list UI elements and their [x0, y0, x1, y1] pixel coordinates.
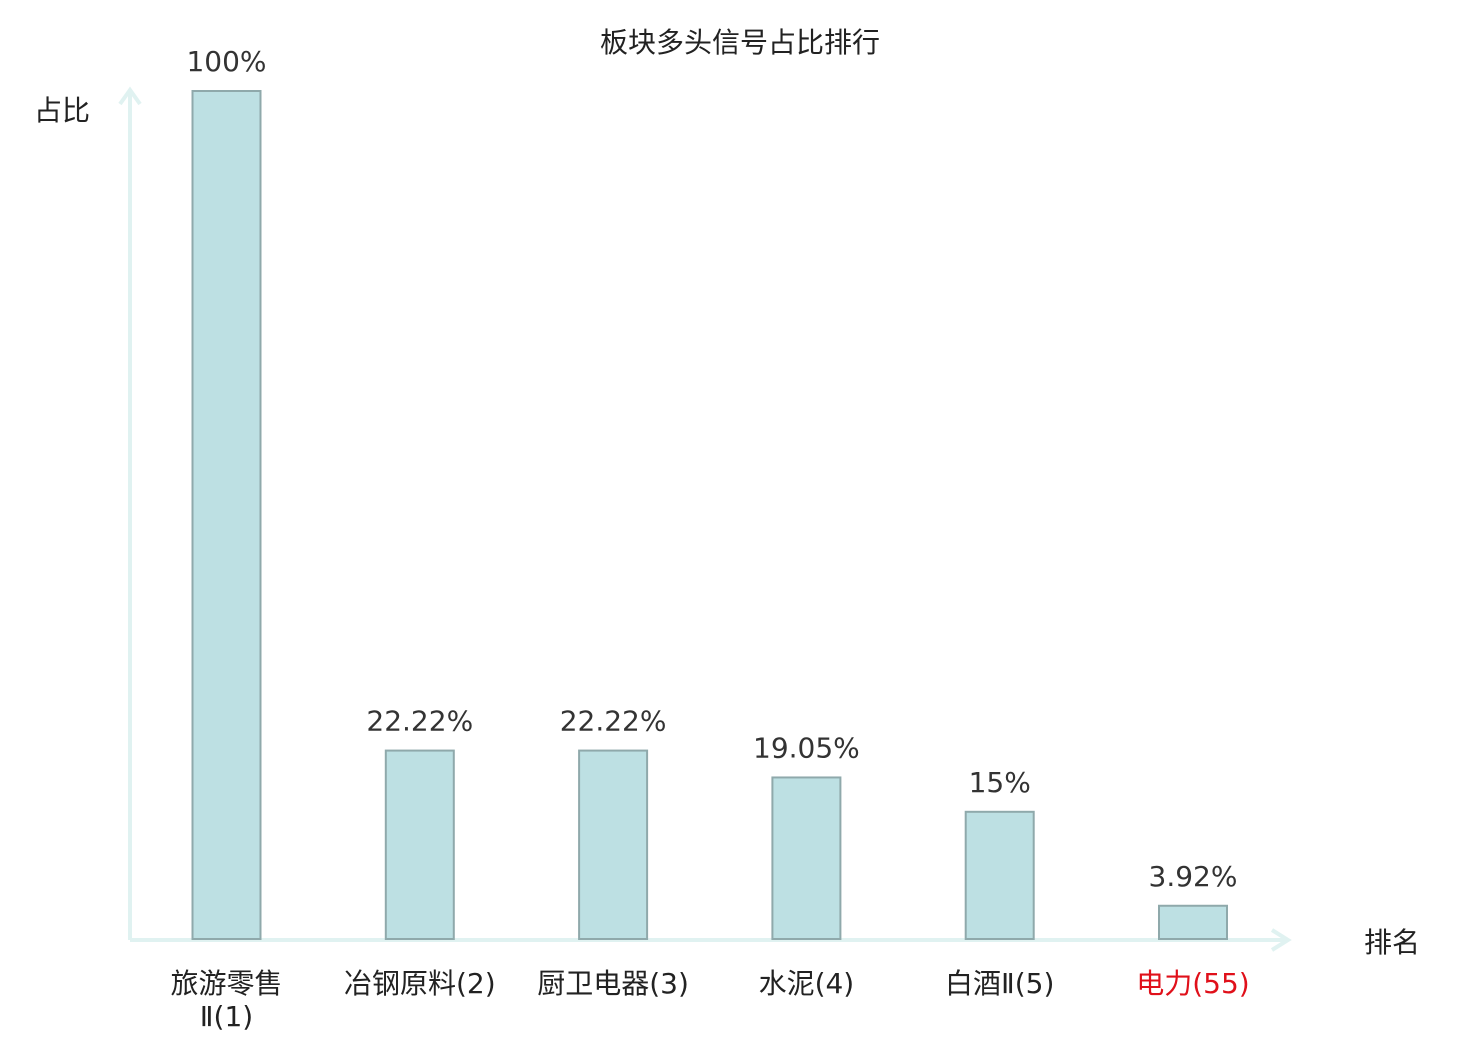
bar-5 [964, 810, 1035, 940]
y-axis-label: 占比 [34, 94, 90, 127]
value-label-2: 22.22% [366, 705, 473, 738]
value-label-1: 100% [186, 45, 266, 78]
category-label-2: 冶钢原料(2) [344, 967, 496, 1000]
bars-group [191, 90, 1228, 941]
value-label-4: 19.05% [753, 731, 860, 764]
bar-6 [1158, 904, 1228, 941]
category-label-5: 白酒Ⅱ(5) [945, 967, 1054, 1000]
category-label-1-line-2: Ⅱ(1) [200, 1000, 253, 1033]
category-label-3: 厨卫电器(3) [537, 967, 689, 1000]
y-axis-arrow-icon [118, 86, 142, 106]
category-label-1-line-1: 旅游零售 [170, 967, 282, 1000]
chart-title: 板块多头信号占比排行 [600, 26, 880, 59]
x-axis-label: 排名 [1364, 926, 1420, 959]
category-label-4: 水泥(4) [759, 967, 855, 1000]
value-label-6: 3.92% [1149, 860, 1238, 893]
bar-3 [578, 749, 649, 940]
value-label-3: 22.22% [560, 705, 667, 738]
category-label-6: 电力(55) [1136, 967, 1249, 1000]
bar-1 [191, 90, 262, 940]
bar-2 [384, 749, 455, 940]
value-label-5: 15% [969, 766, 1031, 799]
bar-4 [771, 776, 842, 940]
x-axis-arrow-icon [1270, 928, 1292, 952]
value-labels-group: 100% 22.22% 22.22% 19.05% 15% 3.92% [186, 45, 1237, 893]
